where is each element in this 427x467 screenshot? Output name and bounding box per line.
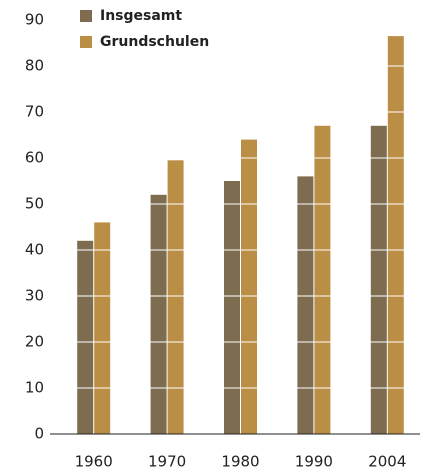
y-tick-label: 20: [25, 333, 44, 351]
bar: [370, 125, 387, 435]
x-tick-label: 1990: [295, 453, 333, 467]
y-tick-label: 80: [25, 57, 44, 75]
legend-label: Grundschulen: [100, 34, 209, 50]
y-tick-label: 50: [25, 195, 44, 213]
y-tick-label: 60: [25, 149, 44, 167]
x-tick-label: 1980: [221, 453, 259, 467]
y-tick-label: 70: [25, 103, 44, 121]
x-tick-label: 1970: [148, 453, 186, 467]
x-tick-label: 2004: [368, 453, 406, 467]
y-tick-label: 0: [34, 425, 44, 443]
y-tick-label: 30: [25, 287, 44, 305]
y-tick-label: 10: [25, 379, 44, 397]
y-tick-label: 40: [25, 241, 44, 259]
bar: [94, 222, 111, 434]
y-tick-label: 90: [25, 11, 44, 29]
bar: [224, 181, 240, 434]
bar: [150, 194, 167, 434]
legend-swatch: [80, 36, 92, 48]
bar: [387, 36, 404, 434]
bar: [297, 176, 314, 434]
legend-label: Insgesamt: [100, 8, 182, 24]
bar: [241, 139, 257, 434]
legend-swatch: [80, 10, 92, 22]
x-tick-label: 1960: [75, 453, 113, 467]
bar: [167, 160, 184, 435]
bar: [77, 240, 94, 434]
bar: [314, 125, 331, 435]
